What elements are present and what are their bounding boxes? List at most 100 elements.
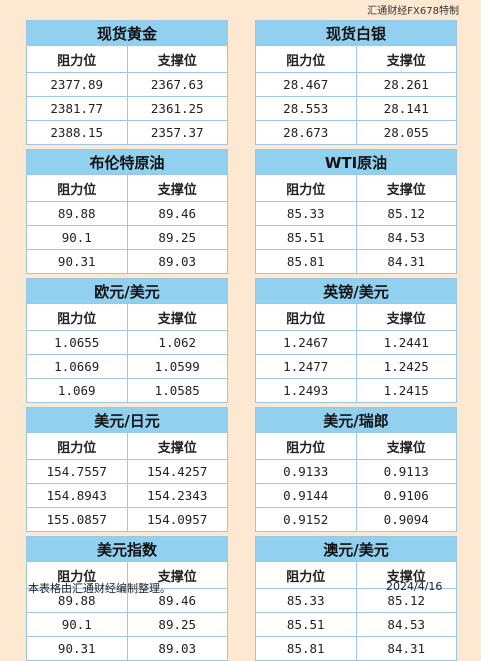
support-value: 28.055 — [355, 120, 457, 145]
panel-title: 英镑/美元 — [255, 278, 457, 304]
support-value: 1.062 — [126, 330, 228, 355]
table-row: 1.2493 1.2415 — [255, 378, 457, 403]
quote-panel: 澳元/美元 阻力位 支撑位 85.33 85.12 85.51 84.53 85.81 84.3… — [255, 536, 457, 661]
resistance-value: 1.2477 — [255, 354, 357, 379]
support-value: 89.25 — [126, 612, 228, 637]
support-value: 1.2425 — [355, 354, 457, 379]
support-value: 28.261 — [355, 72, 457, 97]
quote-panel: 英镑/美元 阻力位 支撑位 1.2467 1.2441 1.2477 1.2425 1.249… — [255, 278, 457, 403]
support-value: 154.4257 — [126, 459, 228, 484]
resistance-header: 阻力位 — [255, 45, 357, 73]
quote-table: 英镑/美元 阻力位 支撑位 1.2467 1.2441 1.2477 1.2425 1.249… — [255, 278, 457, 403]
resistance-value: 2377.89 — [26, 72, 128, 97]
quote-panel: 布伦特原油 阻力位 支撑位 89.88 89.46 90.1 89.25 90.31 89.03 — [26, 149, 228, 274]
table-row: 1.2467 1.2441 — [255, 330, 457, 355]
support-header: 支撑位 — [126, 561, 228, 589]
quote-panel: 欧元/美元 阻力位 支撑位 1.0655 1.062 1.0669 1.0599 1.069 1… — [26, 278, 228, 403]
footer-note: 本表格由汇通财经编制整理。 — [28, 582, 171, 595]
support-header: 支撑位 — [126, 174, 228, 202]
quote-table: 美元/日元 阻力位 支撑位 154.7557 154.4257 154.8943 154.2… — [26, 407, 228, 532]
table-row: 2388.15 2357.37 — [26, 120, 228, 145]
support-value: 89.03 — [126, 636, 228, 661]
support-header: 支撑位 — [126, 303, 228, 331]
table-row: 28.467 28.261 — [255, 72, 457, 97]
table-row: 2377.89 2367.63 — [26, 72, 228, 97]
resistance-value: 155.0857 — [26, 507, 128, 532]
panel-title: 美元/日元 — [26, 407, 228, 433]
table-row: 1.2477 1.2425 — [255, 354, 457, 379]
table-row: 90.31 89.03 — [26, 636, 228, 661]
resistance-value: 154.7557 — [26, 459, 128, 484]
resistance-value: 154.8943 — [26, 483, 128, 508]
resistance-header: 阻力位 — [255, 303, 357, 331]
resistance-header: 阻力位 — [26, 432, 128, 460]
resistance-value: 1.069 — [26, 378, 128, 403]
support-value: 85.12 — [355, 201, 457, 226]
resistance-value: 85.33 — [255, 201, 357, 226]
table-row: 0.9133 0.9113 — [255, 459, 457, 484]
resistance-value: 0.9133 — [255, 459, 357, 484]
support-value: 84.53 — [355, 225, 457, 250]
panel-title: 现货黄金 — [26, 20, 228, 46]
resistance-header: 阻力位 — [255, 174, 357, 202]
quote-table: 美元指数 阻力位 支撑位 89.88 89.46 90.1 89.25 90.31 89.03 — [26, 536, 228, 661]
table-row: 154.8943 154.2343 — [26, 483, 228, 508]
resistance-header: 阻力位 — [26, 303, 128, 331]
panel-title: 美元/瑞郎 — [255, 407, 457, 433]
support-value: 84.31 — [355, 636, 457, 661]
support-value: 84.31 — [355, 249, 457, 274]
support-header: 支撑位 — [355, 561, 457, 589]
resistance-value: 90.1 — [26, 612, 128, 637]
resistance-value: 28.673 — [255, 120, 357, 145]
table-row: 90.1 89.25 — [26, 612, 228, 637]
support-value: 2357.37 — [126, 120, 228, 145]
support-value: 89.25 — [126, 225, 228, 250]
resistance-value: 1.0669 — [26, 354, 128, 379]
support-value: 2367.63 — [126, 72, 228, 97]
panel-title: 布伦特原油 — [26, 149, 228, 175]
support-header: 支撑位 — [355, 45, 457, 73]
support-header: 支撑位 — [126, 45, 228, 73]
resistance-value: 0.9152 — [255, 507, 357, 532]
support-header: 支撑位 — [355, 303, 457, 331]
resistance-value: 85.51 — [255, 612, 357, 637]
table-row: 85.33 85.12 — [255, 201, 457, 226]
table-row: 0.9152 0.9094 — [255, 507, 457, 532]
table-row: 1.069 1.0585 — [26, 378, 228, 403]
panel-title: 澳元/美元 — [255, 536, 457, 562]
resistance-header: 阻力位 — [255, 432, 357, 460]
resistance-value: 90.31 — [26, 636, 128, 661]
table-row: 85.81 84.31 — [255, 636, 457, 661]
resistance-value: 28.467 — [255, 72, 357, 97]
support-value: 84.53 — [355, 612, 457, 637]
quote-table: 欧元/美元 阻力位 支撑位 1.0655 1.062 1.0669 1.0599 1.069 1… — [26, 278, 228, 403]
resistance-header: 阻力位 — [26, 174, 128, 202]
support-value: 0.9113 — [355, 459, 457, 484]
table-row: 28.553 28.141 — [255, 96, 457, 121]
resistance-value: 1.2467 — [255, 330, 357, 355]
panel-title: WTI原油 — [255, 149, 457, 175]
support-value: 1.0599 — [126, 354, 228, 379]
table-row: 1.0669 1.0599 — [26, 354, 228, 379]
quote-table: 布伦特原油 阻力位 支撑位 89.88 89.46 90.1 89.25 90.31 89.03 — [26, 149, 228, 274]
resistance-value: 85.81 — [255, 636, 357, 661]
table-row: 85.81 84.31 — [255, 249, 457, 274]
support-value: 1.2415 — [355, 378, 457, 403]
resistance-value: 85.51 — [255, 225, 357, 250]
resistance-header: 阻力位 — [255, 561, 357, 589]
quote-table: 现货黄金 阻力位 支撑位 2377.89 2367.63 2381.77 2361.25 23… — [26, 20, 228, 145]
table-row: 85.51 84.53 — [255, 225, 457, 250]
quote-table: 澳元/美元 阻力位 支撑位 85.33 85.12 85.51 84.53 85.81 84.3… — [255, 536, 457, 661]
quote-table: 美元/瑞郎 阻力位 支撑位 0.9133 0.9113 0.9144 0.9106 0.915… — [255, 407, 457, 532]
quote-table: 现货白银 阻力位 支撑位 28.467 28.261 28.553 28.141 28.673… — [255, 20, 457, 145]
panel-title: 美元指数 — [26, 536, 228, 562]
footer-date: 2024/4/16 — [386, 580, 443, 593]
quote-panel: 美元/日元 阻力位 支撑位 154.7557 154.4257 154.8943 154.2… — [26, 407, 228, 532]
quote-panel: WTI原油 阻力位 支撑位 85.33 85.12 85.51 84.53 85.81 84.3… — [255, 149, 457, 274]
left-column: 现货黄金 阻力位 支撑位 2377.89 2367.63 2381.77 2361.25 23… — [26, 20, 228, 661]
quote-panel: 现货黄金 阻力位 支撑位 2377.89 2367.63 2381.77 2361.25 23… — [26, 20, 228, 145]
resistance-value: 0.9144 — [255, 483, 357, 508]
resistance-value: 90.31 — [26, 249, 128, 274]
support-header: 支撑位 — [355, 432, 457, 460]
support-value: 89.03 — [126, 249, 228, 274]
